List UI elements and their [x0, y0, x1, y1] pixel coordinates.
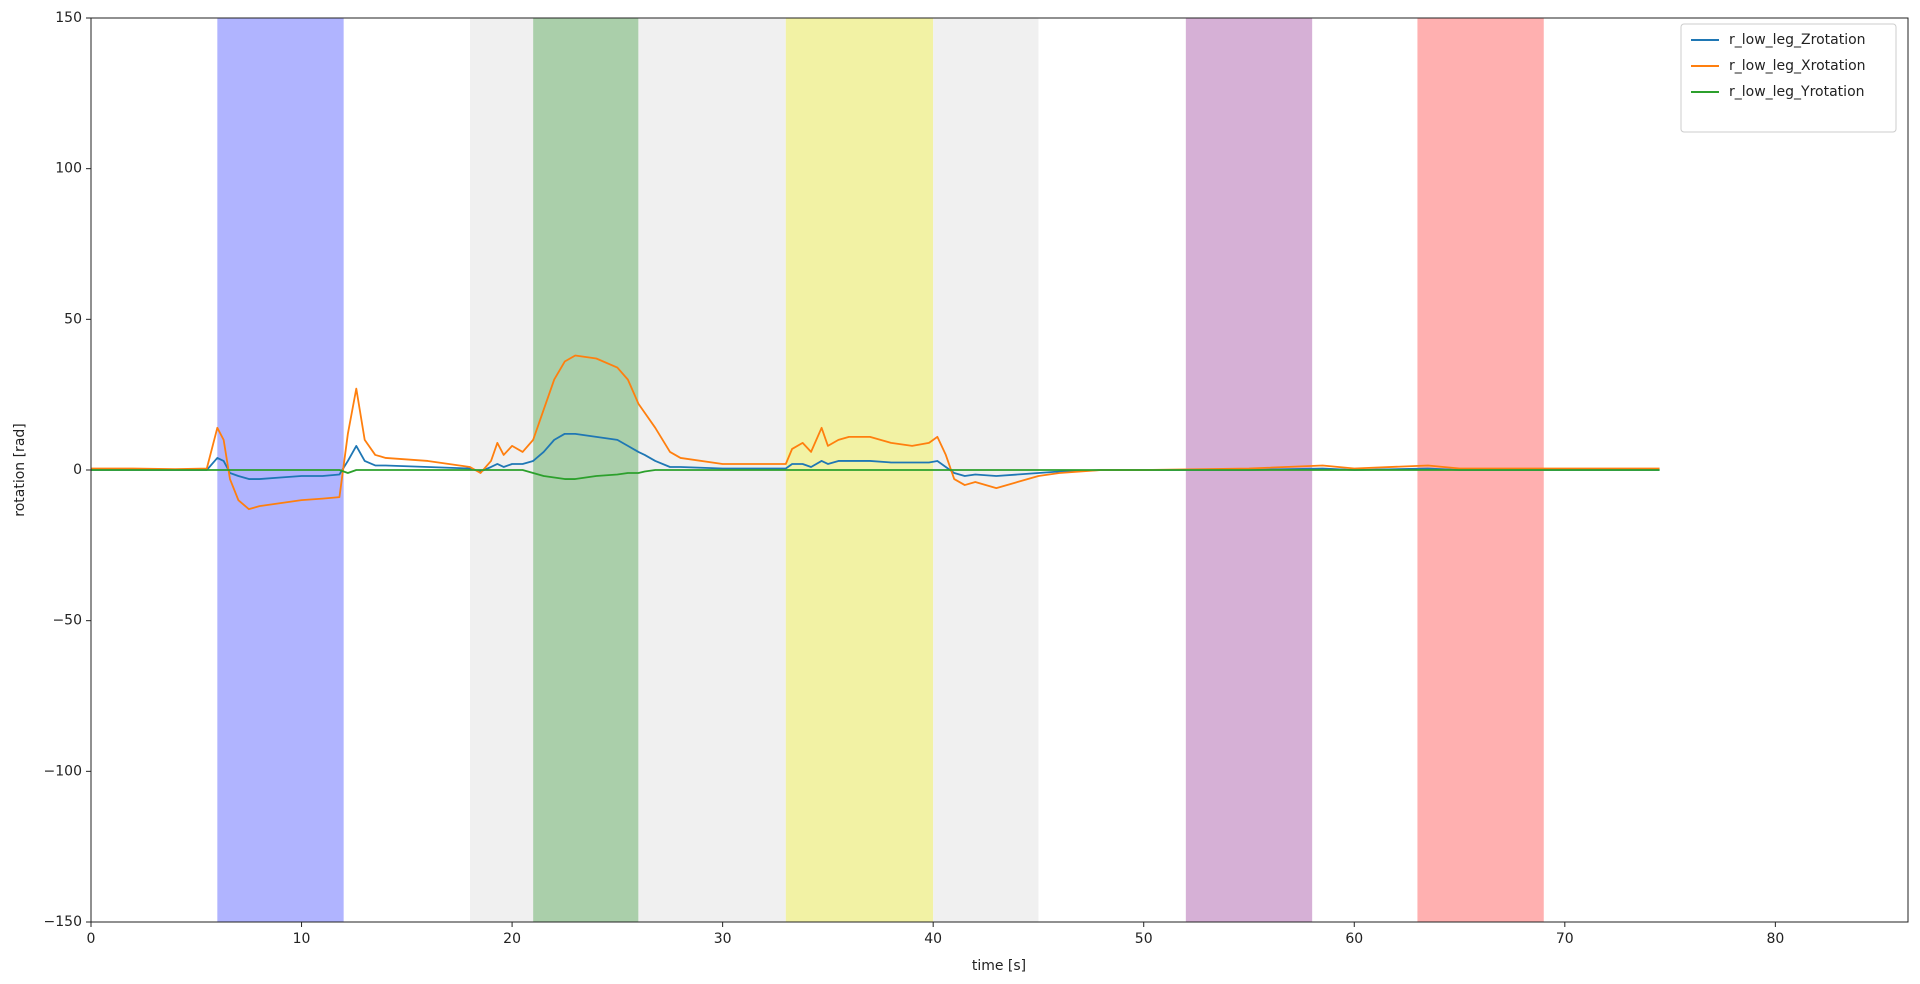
x-tick-label: 70 — [1556, 931, 1574, 947]
x-tick-label: 50 — [1135, 931, 1153, 947]
legend-box — [1680, 23, 1897, 133]
x-tick-label: 20 — [503, 931, 521, 947]
y-tick-label: −50 — [52, 613, 82, 629]
legend-label: r_low_leg_Zrotation — [1729, 32, 1866, 48]
shaded-span — [533, 18, 639, 922]
legend-label: r_low_leg_Xrotation — [1729, 58, 1866, 74]
y-tick-label: 50 — [64, 311, 82, 327]
y-axis-label: rotation [rad] — [12, 423, 28, 517]
x-tick-label: 10 — [293, 931, 311, 947]
data-line — [91, 432, 1660, 480]
y-tick-label: −150 — [44, 914, 82, 930]
y-tick-label: −100 — [44, 763, 82, 779]
data-line — [91, 354, 1660, 511]
legend: r_low_leg_Zrotation r_low_leg_Xrotation r_… — [1680, 23, 1897, 133]
x-tick-label: 60 — [1345, 931, 1363, 947]
x-tick-label: 30 — [714, 931, 732, 947]
plot-frame — [90, 17, 1909, 923]
legend-label: r_low_leg_Yrotation — [1729, 84, 1865, 100]
y-tick-label: 100 — [55, 161, 82, 177]
x-tick-label: 40 — [924, 931, 942, 947]
data-line — [91, 469, 1660, 480]
x-tick-label: 80 — [1766, 931, 1784, 947]
y-tick-label: 150 — [55, 10, 82, 26]
x-tick-label: 0 — [87, 931, 96, 947]
x-axis-label: time [s] — [972, 958, 1026, 974]
y-tick-label: 0 — [73, 462, 82, 478]
